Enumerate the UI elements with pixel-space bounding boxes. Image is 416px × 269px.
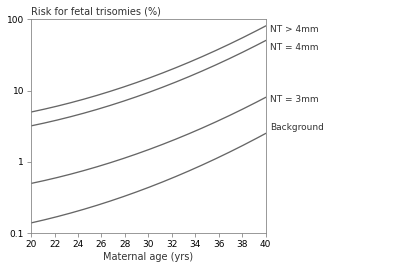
Text: NT = 4mm: NT = 4mm bbox=[270, 43, 319, 52]
Text: Background: Background bbox=[270, 123, 324, 132]
X-axis label: Maternal age (yrs): Maternal age (yrs) bbox=[103, 252, 193, 262]
Text: Risk for fetal trisomies (%): Risk for fetal trisomies (%) bbox=[31, 7, 161, 17]
Text: NT > 4mm: NT > 4mm bbox=[270, 25, 319, 34]
Text: NT = 3mm: NT = 3mm bbox=[270, 95, 319, 104]
